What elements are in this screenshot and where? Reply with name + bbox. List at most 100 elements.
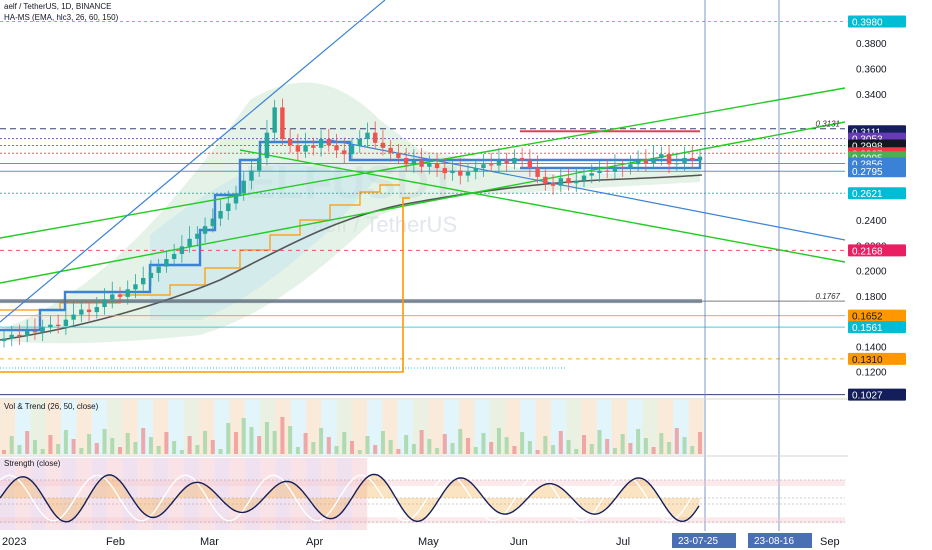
strength-bg-segment-4 (61, 458, 77, 530)
overbought-zone (0, 480, 845, 486)
volume-bar-12 (94, 443, 99, 454)
price-axis[interactable]: 0.38000.36000.34000.24000.22000.20000.18… (848, 0, 932, 550)
volume-bar-49 (380, 431, 385, 454)
time-label-4[interactable]: May (418, 536, 439, 548)
candle-body-47 (365, 132, 370, 139)
volume-bar-41 (319, 428, 324, 454)
volume-bar-55 (427, 439, 432, 454)
volume-bar-6 (48, 435, 53, 454)
volume-bar-58 (450, 443, 455, 454)
candle-body-57 (442, 168, 447, 174)
volume-bar-13 (102, 429, 107, 454)
time-label-1[interactable]: Feb (106, 536, 125, 548)
volume-bar-62 (481, 433, 486, 454)
volume-bar-43 (334, 446, 339, 454)
volume-bar-20 (156, 446, 161, 454)
support-zone (0, 299, 702, 304)
volume-bar-21 (164, 432, 169, 454)
volume-bar-11 (87, 434, 92, 454)
date-highlight-bg-1 (748, 533, 812, 548)
time-label-0[interactable]: 2023 (2, 536, 26, 548)
candle-body-66 (512, 157, 517, 163)
strength-bg-segment-19 (290, 458, 306, 530)
candle-body-72 (558, 178, 563, 186)
volume-bar-40 (311, 442, 316, 454)
candle-body-37 (287, 138, 293, 146)
price-tag-bg-14 (848, 388, 906, 401)
time-label-5[interactable]: Jun (510, 536, 528, 548)
volume-bar-86 (667, 442, 672, 454)
strength-bg-segment-7 (107, 458, 123, 530)
volume-bar-2 (17, 445, 22, 454)
volume-bar-74 (574, 449, 579, 454)
strength-main-line (0, 473, 700, 523)
price-tick-0: 0.3800 (856, 39, 887, 50)
time-axis[interactable]: 2023 Feb Mar Apr May Jun Jul Sep 23-07-25 23-08-1… (0, 531, 932, 550)
candle-body-46 (357, 138, 362, 146)
candle-body-70 (543, 176, 548, 184)
candle-body-38 (295, 145, 301, 152)
time-label-7[interactable]: Sep (820, 536, 840, 548)
time-label-6[interactable]: Jul (616, 536, 630, 548)
volume-bar-88 (682, 437, 687, 454)
volume-bar-72 (558, 431, 563, 454)
volume-bar-64 (496, 428, 501, 454)
volume-bar-8 (63, 430, 68, 454)
candle-body-22 (171, 253, 177, 260)
candle-body-30 (233, 193, 239, 204)
candle-body-52 (403, 157, 409, 165)
price-tag-3: 0.2998 (852, 142, 883, 153)
candle-body-80 (620, 166, 625, 169)
volume-bar-78 (605, 439, 610, 454)
candle-body-76 (589, 173, 594, 176)
date-highlight-1[interactable]: 23-08-16 (754, 536, 794, 547)
candle-body-65 (504, 160, 509, 163)
trend-bg-segment-19 (290, 400, 306, 455)
volume-bar-35 (272, 431, 277, 454)
volume-bar-48 (373, 445, 378, 454)
volume-bar-85 (659, 433, 664, 454)
trend-bg-segment-11 (168, 400, 184, 455)
strength-pane: 80.0040.000.00 (0, 458, 885, 534)
candle-body-88 (682, 157, 687, 163)
volume-bar-69 (535, 450, 540, 454)
candle-body-31 (241, 180, 246, 194)
volume-bar-45 (350, 441, 354, 454)
candle-body-19 (148, 272, 154, 278)
price-tick-7: 0.1400 (856, 342, 887, 353)
candle-body-36 (280, 107, 285, 139)
volume-bar-90 (698, 432, 702, 454)
volume-bar-32 (249, 427, 254, 454)
level-annotation-1: 0.1767 (816, 292, 841, 301)
volume-bar-73 (566, 440, 571, 454)
resistance-zone (520, 130, 700, 133)
volume-bar-9 (71, 439, 76, 454)
candle-body-73 (566, 178, 571, 184)
price-tag-bg-13 (848, 352, 906, 365)
candle-body-59 (458, 170, 463, 176)
price-tick-5: 0.2000 (856, 267, 887, 278)
volume-bar-23 (179, 450, 184, 454)
candle-body-21 (164, 259, 169, 267)
candle-body-77 (597, 170, 602, 174)
time-label-2[interactable]: Mar (200, 536, 219, 548)
strength-bg-segment-11 (168, 458, 184, 530)
candle-body-27 (210, 218, 215, 227)
blue-trendline-up (0, 0, 386, 323)
candle-body-14 (110, 294, 115, 300)
volume-bar-79 (612, 448, 617, 454)
candle-body-89 (690, 157, 695, 161)
time-label-3[interactable]: Apr (306, 536, 323, 548)
volume-bar-42 (326, 437, 331, 454)
price-tag-8: 0.2795 (852, 167, 883, 178)
candle-body-90 (697, 156, 703, 161)
volume-bar-10 (79, 448, 84, 454)
volume-bar-26 (203, 431, 208, 454)
date-highlight-0[interactable]: 23-07-25 (678, 536, 718, 547)
candle-body-55 (427, 162, 432, 167)
strength-bg-segment-22 (336, 458, 352, 530)
trend-bg-segment-7 (107, 400, 123, 455)
volume-bar-3 (25, 431, 30, 454)
price-tag-bg-11 (848, 309, 906, 322)
